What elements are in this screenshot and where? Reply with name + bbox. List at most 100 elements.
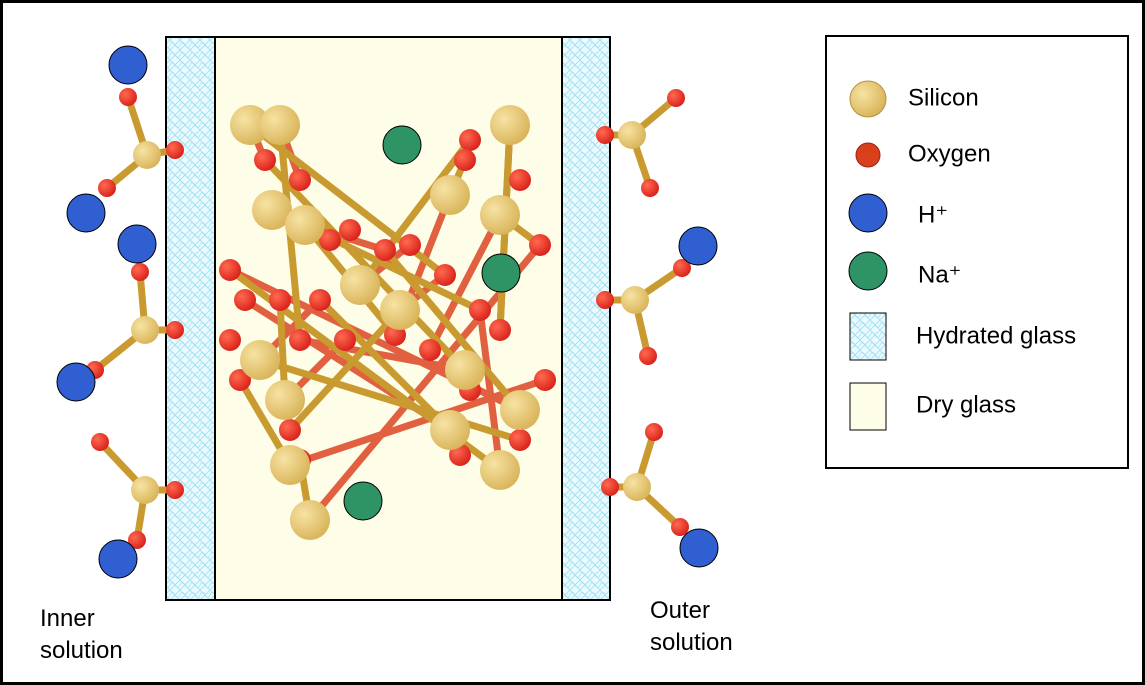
oxygen <box>529 234 551 256</box>
silicon <box>340 265 380 305</box>
legend-label: Hydrated glass <box>916 322 1076 349</box>
oxygen <box>489 319 511 341</box>
oxygen <box>289 329 311 351</box>
oxygen <box>596 126 614 144</box>
oxygen <box>509 429 531 451</box>
inner-label: Inner solution <box>40 605 123 664</box>
oxygen <box>534 369 556 391</box>
silicon <box>131 316 159 344</box>
oxygen <box>645 423 663 441</box>
silicon <box>240 340 280 380</box>
oxygen <box>673 259 691 277</box>
hydrogen-ion <box>66 193 106 233</box>
oxygen <box>459 129 481 151</box>
oxygen <box>166 321 184 339</box>
legend-swatch <box>855 142 881 168</box>
silicon <box>230 105 270 145</box>
oxygen <box>339 219 361 241</box>
sodium-ion <box>481 253 521 293</box>
oxygen <box>509 169 531 191</box>
oxygen <box>119 88 137 106</box>
silicon <box>490 105 530 145</box>
oxygen <box>454 149 476 171</box>
silicon <box>260 105 300 145</box>
legend-label: Na⁺ <box>918 261 961 288</box>
oxygen <box>254 149 276 171</box>
oxygen <box>449 444 471 466</box>
oxygen <box>334 329 356 351</box>
silicon <box>270 445 310 485</box>
bond <box>317 297 453 433</box>
bond <box>287 307 403 433</box>
silicon <box>290 500 330 540</box>
silicon <box>500 390 540 430</box>
oxygen <box>219 259 241 281</box>
oxygen <box>601 478 619 496</box>
oxygen <box>234 289 256 311</box>
legend: Silicon Oxygen H⁺ Na⁺ Hydrated glass Dry… <box>825 35 1129 469</box>
silicon <box>133 141 161 169</box>
sodium-ion <box>382 125 422 165</box>
legend-swatch <box>849 382 887 431</box>
oxygen <box>98 179 116 197</box>
outer-label: Outer solution <box>650 597 733 656</box>
hydrated-layer <box>165 36 216 601</box>
hydrogen-ion <box>117 224 157 264</box>
oxygen <box>434 264 456 286</box>
oxygen <box>667 89 685 107</box>
legend-swatch <box>848 193 888 233</box>
oxygen <box>229 369 251 391</box>
oxygen <box>469 299 491 321</box>
legend-label: H⁺ <box>918 201 948 228</box>
silicon <box>131 476 159 504</box>
silicon <box>430 410 470 450</box>
silicon <box>380 290 420 330</box>
legend-swatch <box>848 251 888 291</box>
oxygen <box>309 289 331 311</box>
silicon <box>623 473 651 501</box>
legend-swatch <box>849 312 887 361</box>
legend-label: Dry glass <box>916 391 1016 418</box>
silicon <box>480 195 520 235</box>
bond <box>476 309 504 471</box>
legend-label: Silicon <box>908 84 979 111</box>
silicon <box>265 380 305 420</box>
oxygen <box>269 289 291 311</box>
silicon <box>621 286 649 314</box>
oxygen <box>596 291 614 309</box>
hydrogen-ion <box>679 528 719 568</box>
bond <box>258 356 522 444</box>
oxygen <box>419 339 441 361</box>
silicon <box>252 190 292 230</box>
oxygen <box>131 263 149 281</box>
oxygen <box>289 169 311 191</box>
hydrogen-ion <box>678 226 718 266</box>
oxygen <box>166 481 184 499</box>
oxygen <box>399 234 421 256</box>
molecules <box>56 45 719 579</box>
oxygen <box>166 141 184 159</box>
sodium-ion <box>343 481 383 521</box>
silicon <box>618 121 646 149</box>
oxygen <box>671 518 689 536</box>
bond <box>357 137 473 288</box>
oxygen <box>128 531 146 549</box>
oxygen <box>279 419 301 441</box>
silicon <box>445 350 485 390</box>
silicon <box>430 175 470 215</box>
oxygen <box>641 179 659 197</box>
silicon <box>480 450 520 490</box>
hydrated-layer <box>561 36 611 601</box>
bond <box>426 213 504 352</box>
oxygen <box>319 229 341 251</box>
legend-label: Oxygen <box>908 140 991 167</box>
hydrogen-ion <box>108 45 148 85</box>
hydrogen-ion <box>98 539 138 579</box>
oxygen <box>639 347 657 365</box>
oxygen <box>91 433 109 451</box>
silicon <box>285 205 325 245</box>
oxygen <box>374 239 396 261</box>
